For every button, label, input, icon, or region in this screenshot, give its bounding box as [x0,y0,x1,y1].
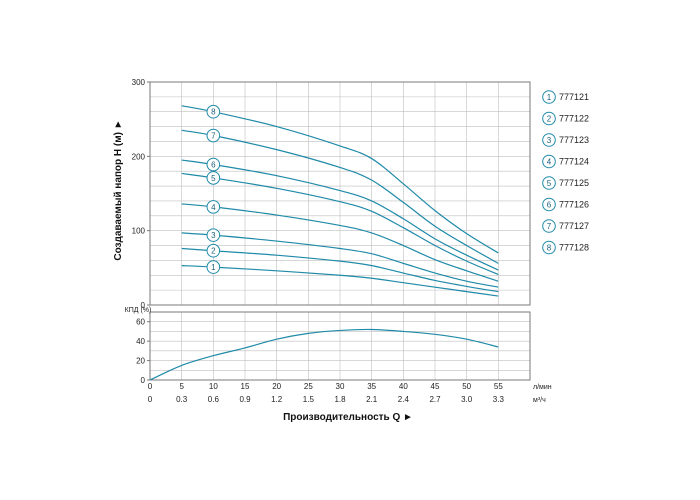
head-curve-777123 [181,232,499,288]
x-tick-label-lmin: 25 [304,382,313,391]
head-panel: 0 100 200 300 1 2 3 4 5 6 7 8 [132,78,531,310]
x-tick-label-m3h: 1.8 [334,395,346,404]
x-tick-label-m3h: 2.1 [366,395,378,404]
curve-marker-label-5: 5 [211,174,216,183]
curve-marker-7 [206,128,221,143]
curve-marker-1 [206,260,221,274]
legend-marker-label-4: 4 [547,158,552,167]
legend-marker-label-7: 7 [547,222,552,231]
x-tick-label-lmin: 15 [241,382,250,391]
legend-marker-4 [542,154,556,169]
x-tick-label-m3h: 0.3 [176,395,188,404]
legend-entry-777124: 777124 [559,157,589,167]
legend-marker-3 [542,133,556,147]
x-tick-label-lmin: 5 [179,382,184,391]
curve-marker-label-7: 7 [211,132,216,141]
curve-marker-label-4: 4 [211,203,216,212]
x-tick-label-lmin: 45 [431,382,440,391]
legend-entry-777128: 777128 [559,243,589,253]
efficiency-panel: 0 20 40 60 [136,311,531,385]
x-tick-label-m3h: 3.3 [493,395,505,404]
legend-marker-label-8: 8 [547,244,552,253]
head-y-tick-label: 300 [132,78,146,87]
x-tick-label-lmin: 50 [462,382,471,391]
head-curve-777126 [181,159,499,271]
curve-marker-label-1: 1 [211,263,216,272]
head-y-tick-label: 100 [132,227,146,236]
y-axis-title: Создаваемый напор H (м) ► [113,119,124,260]
eff-y-tick-label: 60 [136,318,145,327]
x-tick-label-lmin: 35 [367,382,376,391]
legend-entry-777122: 777122 [559,114,589,124]
legend-marker-label-5: 5 [547,179,552,188]
head-curve-777128 [181,105,499,254]
x-tick-label-lmin: 55 [494,382,503,391]
curve-marker-6 [206,157,221,172]
head-curve-777125 [181,172,499,276]
eff-y-tick-label: 20 [136,357,145,366]
x-tick-label-lmin: 0 [148,382,153,391]
efficiency-axis-title: КПД (%) [125,307,152,314]
x-tick-label-m3h: 1.2 [271,395,283,404]
legend-marker-label-2: 2 [547,115,552,124]
x-tick-label-lmin: 20 [272,382,281,391]
curve-marker-8 [206,104,221,119]
x-tick-label-m3h: 0.6 [208,395,220,404]
head-plot-frame [149,81,531,306]
efficiency-curve [149,328,499,381]
legend-marker-6 [542,197,556,212]
legend-entry-777125: 777125 [559,178,589,188]
legend-entry-777126: 777126 [559,200,589,210]
curve-marker-label-8: 8 [211,108,216,117]
legend-marker-1 [542,90,556,104]
legend-marker-7 [542,219,556,233]
head-y-tick-label: 0 [141,301,146,310]
head-curve-777124 [181,203,499,282]
x-tick-label-lmin: 40 [399,382,408,391]
legend: 1 777121 2 777122 3 777123 4 777124 5 777125 6 7771… [542,90,589,255]
legend-marker-5 [542,176,556,190]
x-tick-label-m3h: 1.5 [303,395,315,404]
curve-marker-label-3: 3 [211,231,216,240]
x-tick-label-m3h: 3.0 [461,395,473,404]
legend-marker-label-6: 6 [547,201,552,210]
head-curve-777121 [181,265,499,297]
x-tick-label-lmin: 30 [336,382,345,391]
head-curve-777127 [181,129,499,264]
x-tick-label-lmin: 10 [209,382,218,391]
curve-marker-5 [206,171,221,185]
legend-entry-777121: 777121 [559,92,589,102]
x-tick-label-m3h: 0 [148,395,153,404]
curve-marker-label-2: 2 [211,247,216,256]
legend-marker-label-1: 1 [547,93,552,102]
curve-marker-3 [206,228,221,242]
x-tick-label-m3h: 2.7 [429,395,441,404]
x-tick-label-m3h: 0.9 [239,395,251,404]
x-unit-lmin: л/мин [533,384,552,391]
legend-marker-2 [542,111,556,126]
head-y-tick-label: 200 [132,152,146,161]
x-axis: 0 0 5 0.3 10 0.6 15 0.9 20 1.2 25 1.5 30 1.8 35 2.1 40 2.… [148,382,552,404]
curve-marker-label-6: 6 [211,161,216,170]
head-curve-777122 [181,247,499,293]
legend-marker-label-3: 3 [547,136,552,145]
x-tick-label-m3h: 2.4 [398,395,410,404]
legend-marker-8 [542,240,556,255]
eff-y-tick-label: 40 [136,337,145,346]
x-axis-title: Производительность Q ► [283,412,413,423]
x-unit-m3h: м³/ч [533,397,546,404]
legend-entry-777123: 777123 [559,135,589,145]
eff-plot-frame [149,311,531,381]
curve-marker-4 [206,200,221,214]
eff-y-tick-label: 0 [141,376,146,385]
legend-entry-777127: 777127 [559,221,589,231]
curve-marker-2 [206,243,221,258]
